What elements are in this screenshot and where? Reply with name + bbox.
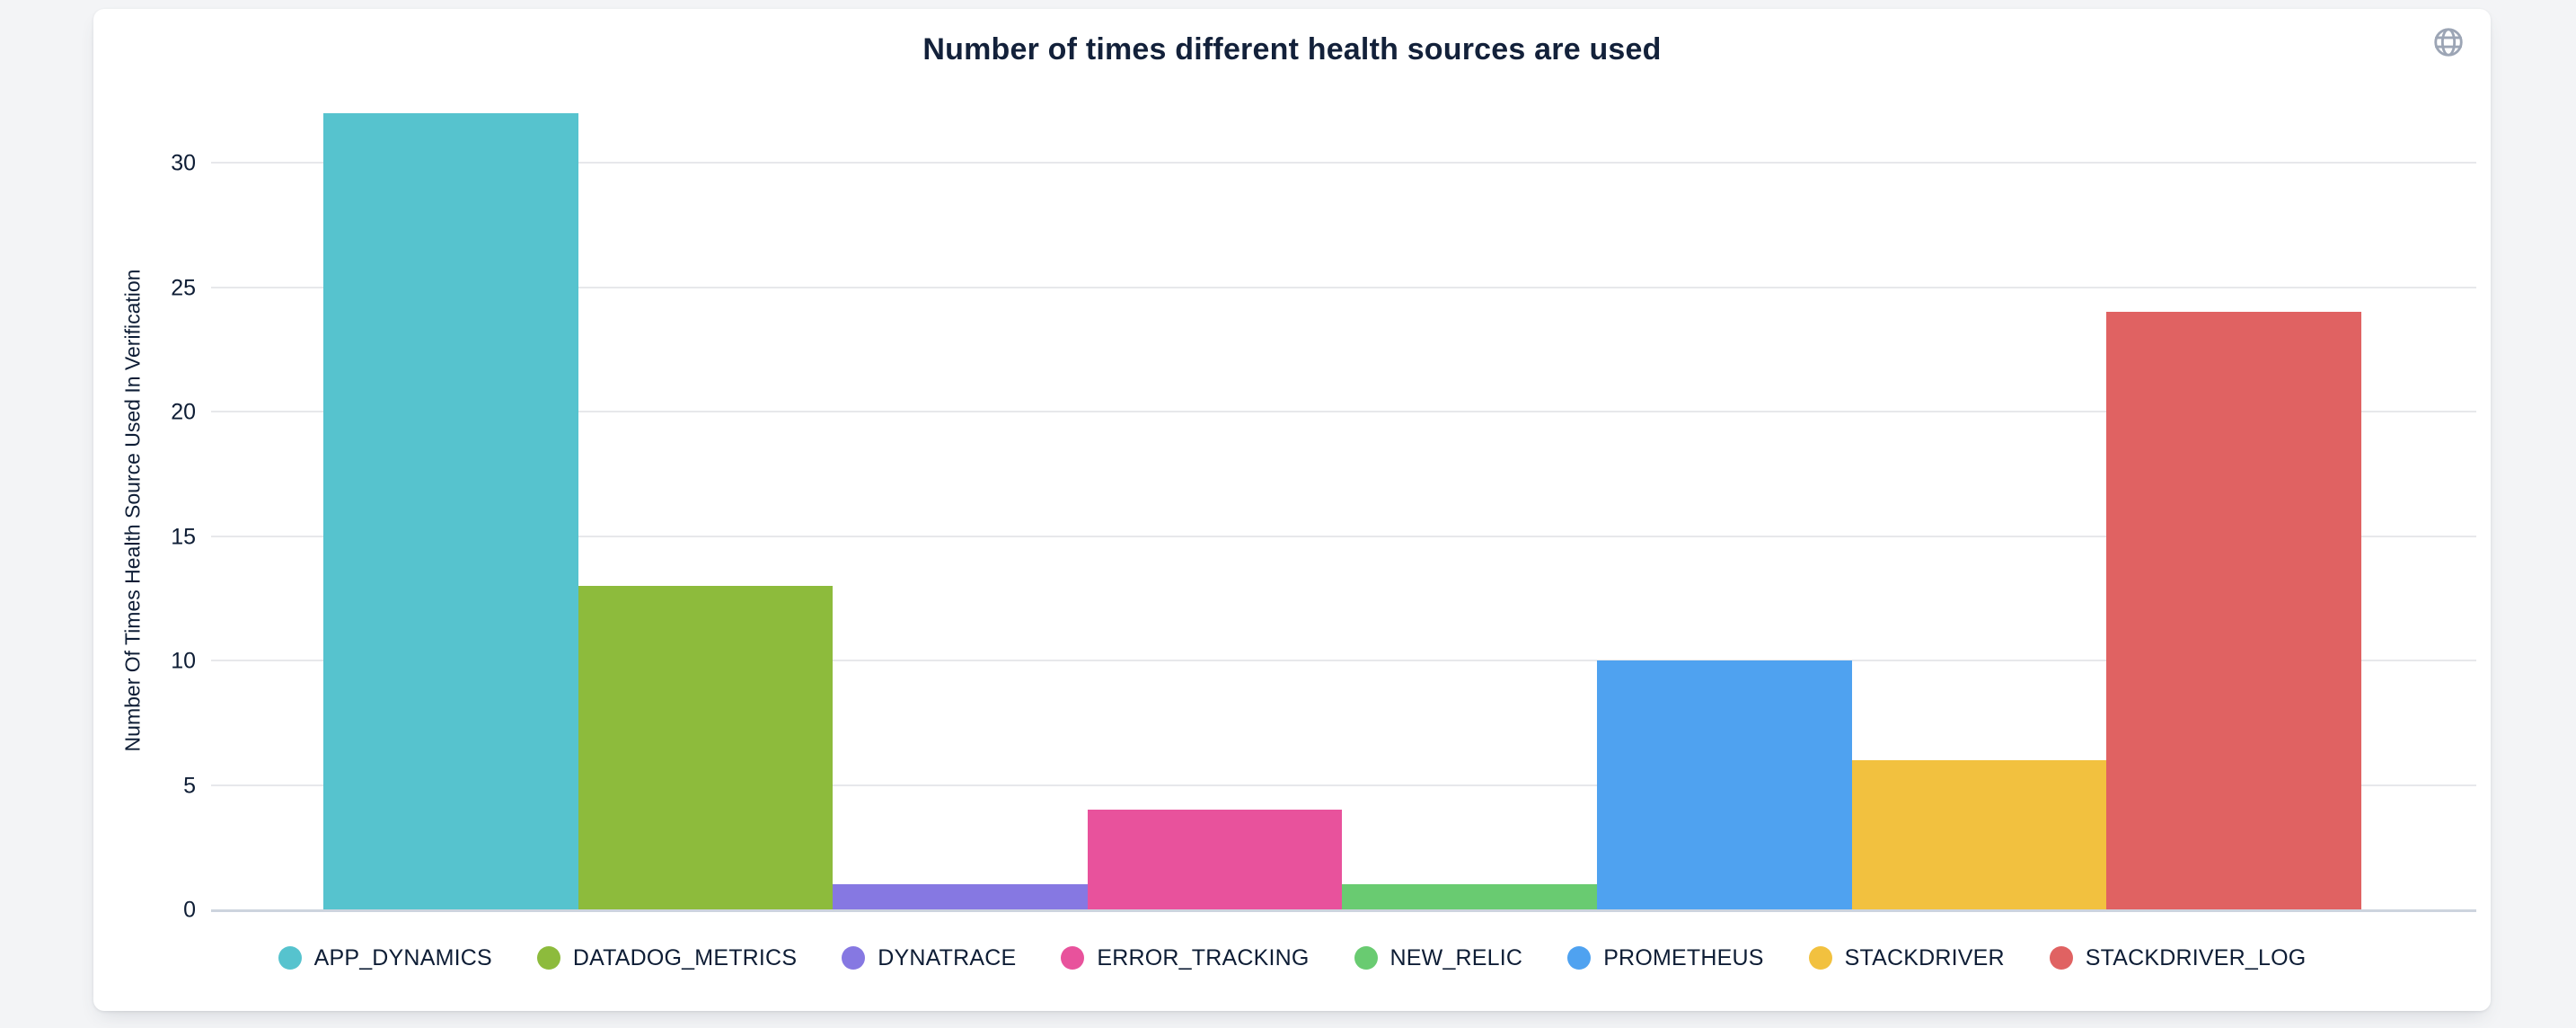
legend-item-new_relic[interactable]: NEW_RELIC — [1354, 945, 1523, 971]
bar-dynatrace[interactable] — [833, 884, 1088, 909]
gridline — [211, 286, 2476, 288]
bar-new_relic[interactable] — [1342, 884, 1597, 909]
gridline — [211, 784, 2476, 786]
legend-dot-icon — [842, 946, 866, 970]
gridline — [211, 660, 2476, 661]
x-axis-line — [211, 909, 2476, 912]
legend-item-label: DATADOG_METRICS — [572, 944, 798, 970]
gridline — [211, 411, 2476, 412]
y-tick-label: 20 — [171, 399, 196, 425]
y-tick-label: 15 — [171, 524, 196, 549]
legend-dot-icon — [1808, 946, 1832, 970]
bar-stackdriver[interactable] — [1851, 759, 2107, 909]
bar-datadog_metrics[interactable] — [578, 585, 834, 909]
legend-item-prometheus[interactable]: PROMETHEUS — [1567, 945, 1763, 971]
chart-title: Number of times different health sources… — [922, 32, 1662, 66]
y-tick-label: 5 — [183, 773, 196, 798]
bar-stackdriver_log[interactable] — [2106, 312, 2361, 909]
y-tick-label: 10 — [171, 648, 196, 674]
plot-area: 0 5 10 15 20 25 30 — [93, 9, 2491, 1011]
legend-item-label: NEW_RELIC — [1389, 944, 1523, 970]
legend-item-label: ERROR_TRACKING — [1097, 944, 1310, 970]
y-tick-label: 25 — [171, 275, 196, 300]
legend-dot-icon — [1354, 946, 1378, 970]
legend-dot-icon — [1061, 946, 1085, 970]
legend-item-app_dynamics[interactable]: APP_DYNAMICS — [278, 945, 492, 971]
legend-item-label: DYNATRACE — [878, 944, 1017, 970]
legend-item-label: STACKDRIVER — [1844, 944, 2005, 970]
legend-item-datadog_metrics[interactable]: DATADOG_METRICS — [536, 944, 798, 971]
bar-app_dynamics[interactable] — [323, 112, 578, 909]
chart-card: Number of times different health sources… — [93, 9, 2491, 1011]
gridline — [211, 162, 2476, 164]
globe-icon[interactable] — [2431, 25, 2466, 59]
legend-dot-icon — [536, 946, 560, 970]
legend-item-label: APP_DYNAMICS — [313, 944, 492, 970]
legend-dot-icon — [1567, 946, 1592, 970]
bar-error_tracking[interactable] — [1087, 810, 1343, 909]
y-tick-label: 30 — [171, 150, 196, 176]
bar-prometheus[interactable] — [1597, 660, 1852, 909]
y-tick-label: 0 — [183, 897, 196, 923]
legend: APP_DYNAMICS DATADOG_METRICS DYNATRACE ERRO… — [93, 936, 2491, 979]
legend-dot-icon — [278, 946, 302, 970]
legend-item-label: STACKDRIVER_LOG — [2085, 944, 2307, 970]
legend-item-label: PROMETHEUS — [1603, 944, 1764, 970]
legend-dot-icon — [2049, 946, 2073, 970]
legend-item-stackdriver[interactable]: STACKDRIVER — [1808, 944, 2005, 971]
legend-item-error_tracking[interactable]: ERROR_TRACKING — [1061, 945, 1309, 971]
legend-item-stackdriver_log[interactable]: STACKDRIVER_LOG — [2049, 944, 2307, 971]
gridline — [211, 535, 2476, 537]
legend-item-dynatrace[interactable]: DYNATRACE — [842, 945, 1016, 971]
